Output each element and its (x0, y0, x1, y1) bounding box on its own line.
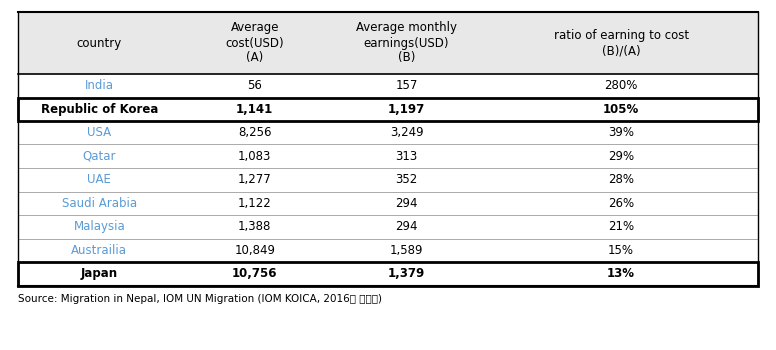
Bar (18, 74, 758, 98)
Bar (18, 145, 758, 168)
Text: 1,141: 1,141 (236, 103, 273, 116)
Text: 352: 352 (396, 173, 417, 186)
Text: Republic of Korea: Republic of Korea (40, 103, 158, 116)
Text: USA: USA (88, 126, 112, 139)
Bar (18, 12, 758, 74)
Text: 10,849: 10,849 (234, 244, 275, 257)
Bar (18, 238, 758, 262)
Text: 8,256: 8,256 (238, 126, 272, 139)
Text: 1,379: 1,379 (388, 267, 425, 280)
Text: Malaysia: Malaysia (74, 220, 125, 233)
Bar (18, 98, 758, 121)
Text: 10,756: 10,756 (232, 267, 278, 280)
Text: 313: 313 (396, 150, 417, 163)
Bar (18, 262, 758, 286)
Text: 1,122: 1,122 (238, 197, 272, 210)
Text: Average
cost(USD)
(A): Average cost(USD) (A) (226, 21, 284, 64)
Text: UAE: UAE (88, 173, 111, 186)
Text: 105%: 105% (603, 103, 639, 116)
Text: 15%: 15% (608, 244, 634, 257)
Text: Average monthly
earnings(USD)
(B): Average monthly earnings(USD) (B) (356, 21, 457, 64)
Text: 29%: 29% (608, 150, 634, 163)
Bar (18, 215, 758, 238)
Text: India: India (85, 79, 114, 92)
Text: Japan: Japan (81, 267, 118, 280)
Text: 157: 157 (395, 79, 417, 92)
Text: 21%: 21% (608, 220, 634, 233)
Text: 1,589: 1,589 (390, 244, 423, 257)
Text: Saudi Arabia: Saudi Arabia (62, 197, 137, 210)
Text: 1,388: 1,388 (238, 220, 272, 233)
Text: 13%: 13% (607, 267, 635, 280)
Text: 3,249: 3,249 (390, 126, 424, 139)
Text: 1,277: 1,277 (238, 173, 272, 186)
Text: Qatar: Qatar (83, 150, 116, 163)
Text: country: country (77, 36, 122, 49)
Text: 294: 294 (395, 220, 417, 233)
Text: 294: 294 (395, 197, 417, 210)
Text: Source: Migration in Nepal, IOM UN Migration (IOM KOICA, 2016을 재인용): Source: Migration in Nepal, IOM UN Migra… (18, 294, 382, 303)
Text: 280%: 280% (605, 79, 638, 92)
Text: ratio of earning to cost
(B)/(A): ratio of earning to cost (B)/(A) (553, 29, 688, 57)
Text: 39%: 39% (608, 126, 634, 139)
Bar (18, 168, 758, 191)
Bar (18, 98, 758, 121)
Text: 56: 56 (248, 79, 262, 92)
Bar (18, 191, 758, 215)
Text: Austrailia: Austrailia (71, 244, 127, 257)
Bar (18, 121, 758, 145)
Bar (18, 262, 758, 286)
Text: 26%: 26% (608, 197, 634, 210)
Text: 1,083: 1,083 (238, 150, 272, 163)
Text: 28%: 28% (608, 173, 634, 186)
Text: 1,197: 1,197 (388, 103, 425, 116)
